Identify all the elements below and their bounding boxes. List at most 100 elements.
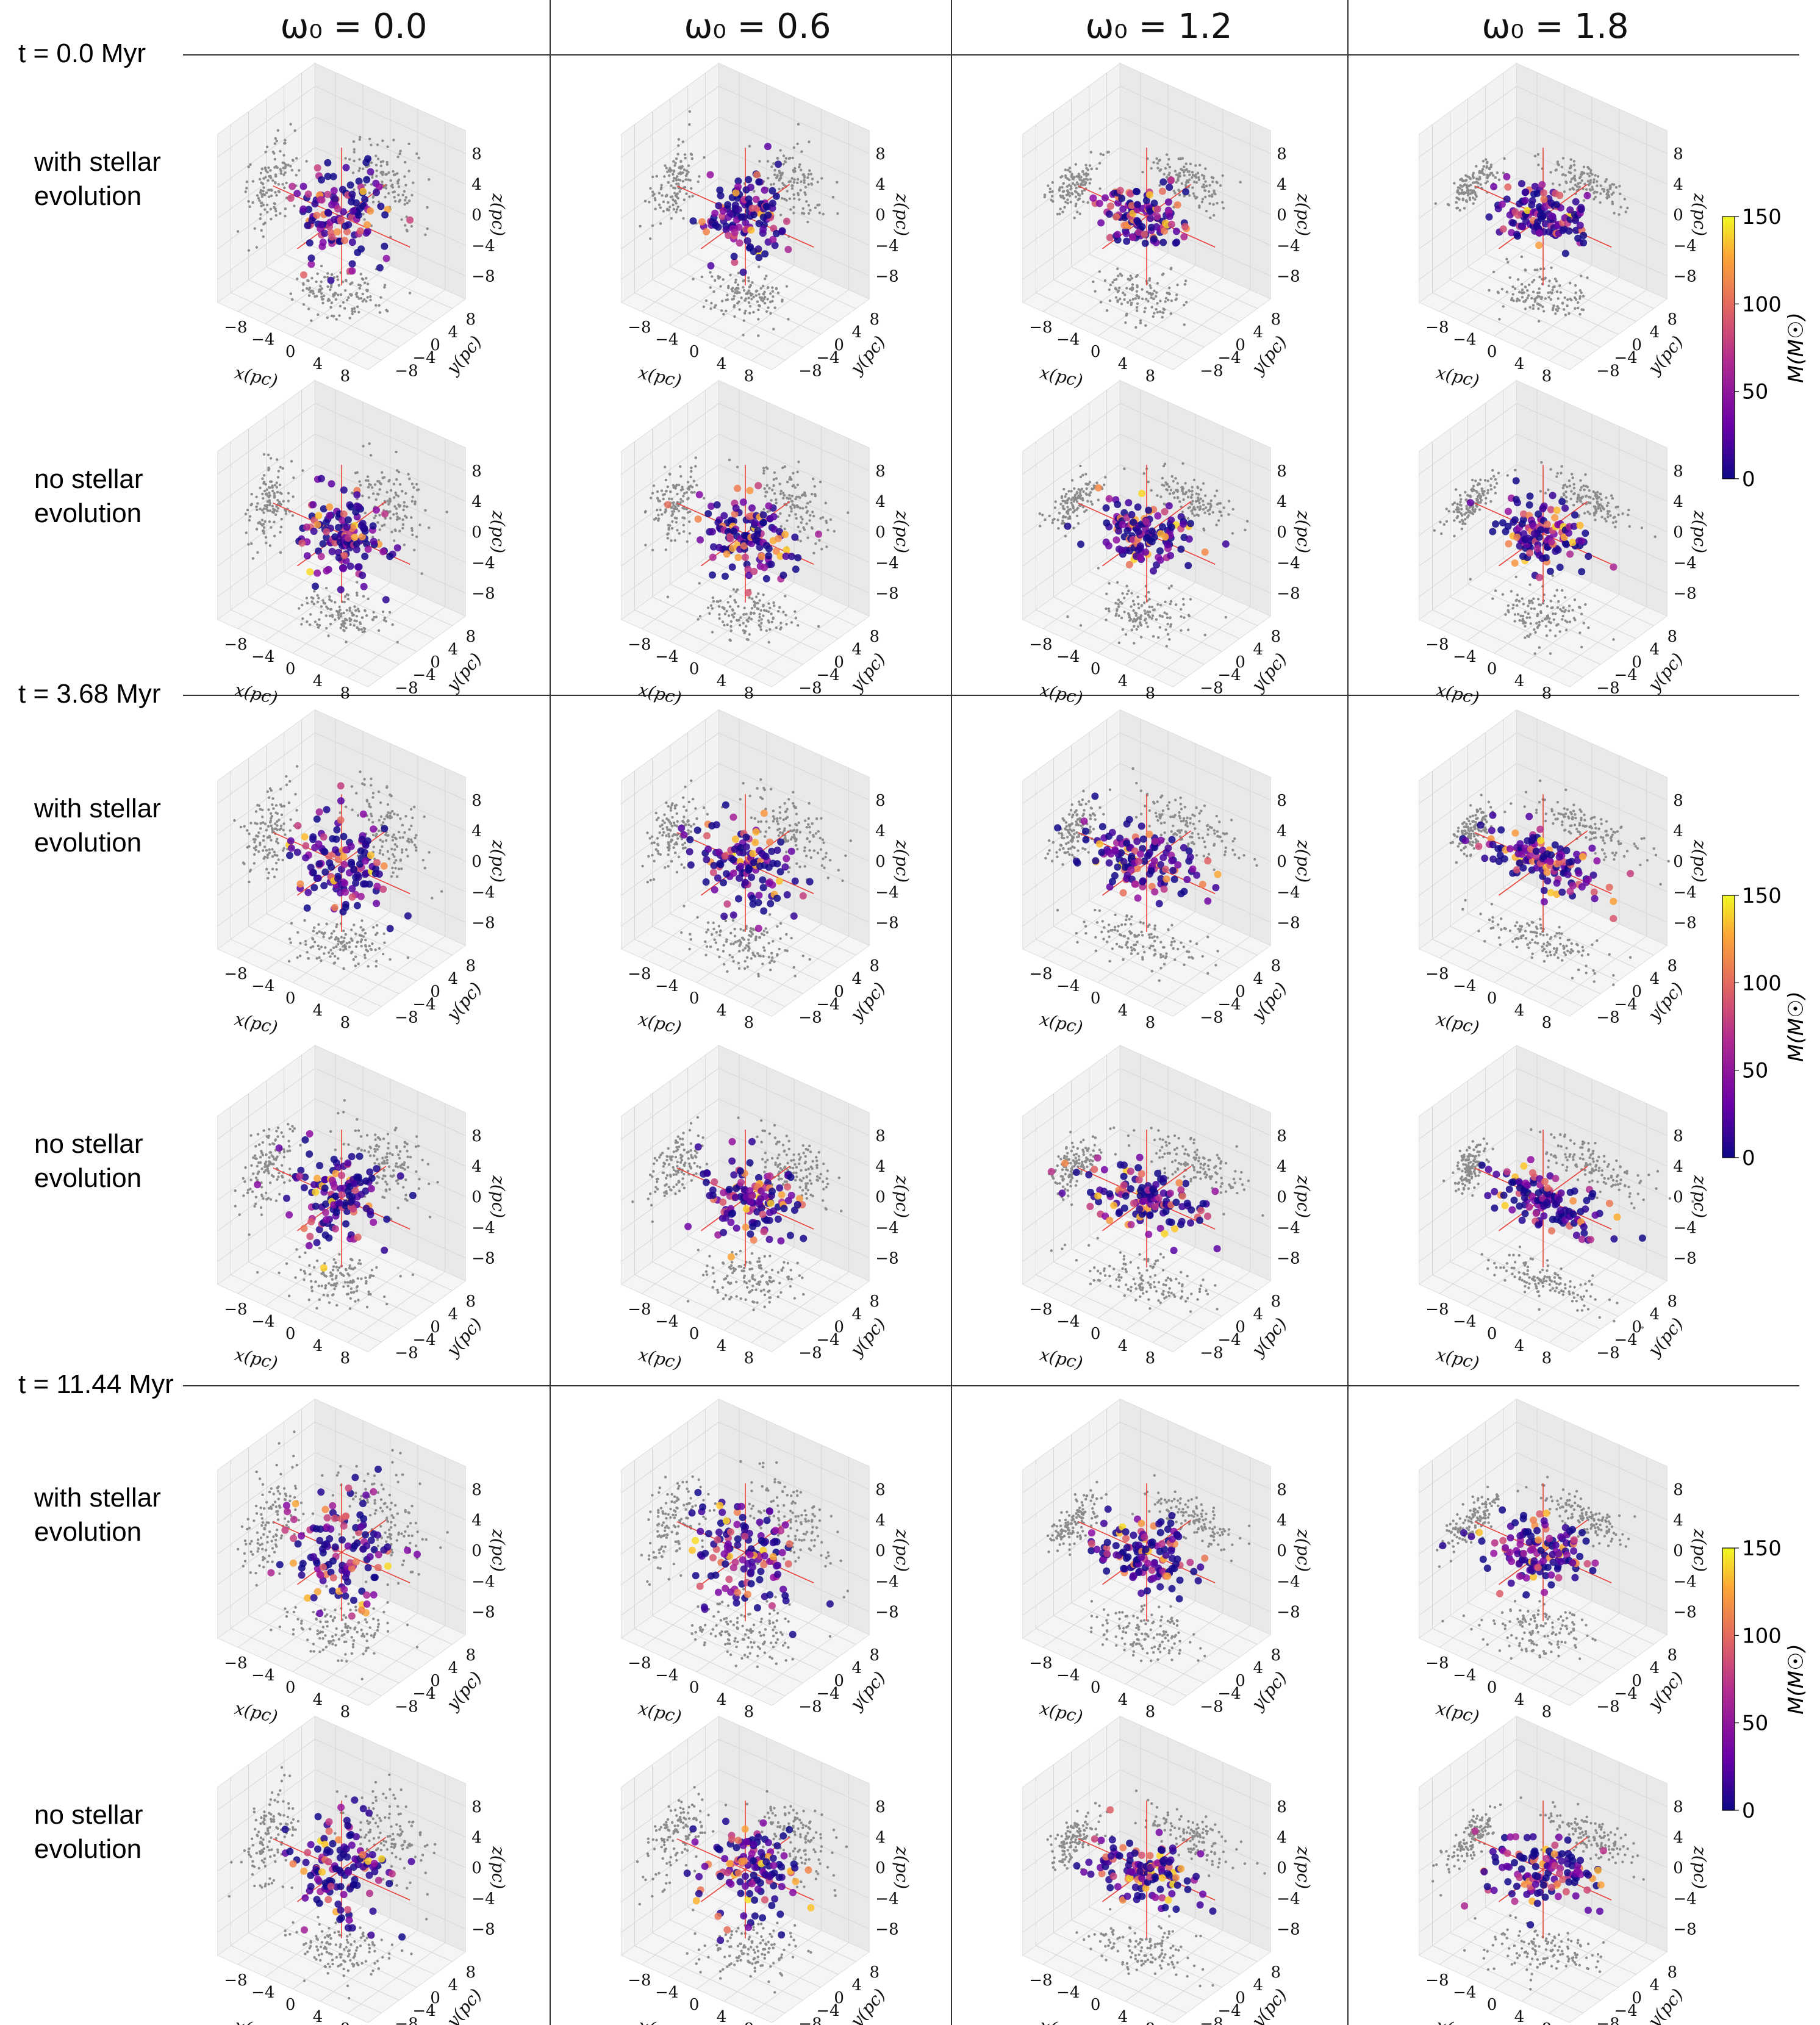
projection-point <box>358 287 361 290</box>
star-point <box>1505 540 1513 548</box>
projection-point <box>703 156 706 159</box>
projection-point <box>1195 181 1198 184</box>
projection-point <box>307 307 310 310</box>
projection-point <box>383 817 386 820</box>
projection-point <box>1613 515 1616 518</box>
projection-point <box>270 526 273 529</box>
projection-point <box>1145 290 1149 293</box>
projection-point <box>403 504 406 508</box>
star-point <box>1161 533 1169 541</box>
projection-point <box>731 608 734 611</box>
projection-point <box>404 224 407 227</box>
projection-point <box>335 945 338 948</box>
projection-point <box>357 310 360 314</box>
projection-point <box>674 162 677 165</box>
projection-point <box>1099 301 1103 304</box>
projection-point <box>269 819 273 823</box>
x-axis-title: x(pc) <box>233 1009 280 1038</box>
projection-point <box>1139 624 1143 627</box>
projection-point <box>280 517 283 521</box>
projection-point <box>396 495 400 498</box>
projection-point <box>266 836 270 839</box>
projection-point <box>714 279 717 282</box>
projection-point <box>1213 495 1217 498</box>
projection-point <box>1551 308 1554 312</box>
projection-point <box>792 193 795 196</box>
projection-point <box>1460 528 1464 531</box>
projection-point <box>1517 600 1521 603</box>
projection-point <box>305 597 309 600</box>
star-point <box>725 232 733 239</box>
projection-point <box>1164 167 1167 170</box>
projection-point <box>254 810 258 813</box>
projection-point <box>1172 491 1176 494</box>
projection-point <box>1537 307 1540 310</box>
star-point <box>717 192 725 199</box>
projection-point <box>1197 496 1200 500</box>
projection-point <box>711 631 714 634</box>
projection-point <box>1456 511 1459 514</box>
projection-point <box>697 180 700 184</box>
star-point <box>306 568 314 576</box>
projection-point <box>1608 510 1611 513</box>
projection-point <box>1505 290 1508 293</box>
projection-point <box>1569 188 1572 191</box>
projection-point <box>783 527 786 531</box>
projection-point <box>1058 186 1061 189</box>
projection-point <box>782 154 786 157</box>
star-point <box>1492 520 1500 528</box>
projection-point <box>345 618 348 622</box>
projection-point <box>771 489 774 492</box>
projection-point <box>811 492 814 496</box>
projection-point <box>1061 504 1065 508</box>
projection-point <box>331 952 334 955</box>
projection-point <box>1211 511 1214 514</box>
star-point <box>734 554 742 561</box>
projection-point <box>758 265 761 268</box>
projection-point <box>785 199 788 202</box>
projection-point <box>410 482 414 486</box>
projection-point <box>1492 270 1496 274</box>
projection-point <box>276 854 279 857</box>
projection-point <box>1475 165 1478 168</box>
projection-point <box>783 160 786 163</box>
projection-point <box>332 962 335 965</box>
projection-point <box>1051 195 1054 198</box>
projection-point <box>1493 486 1496 489</box>
projection-point <box>1194 196 1197 200</box>
projection-point <box>1479 478 1482 481</box>
projection-point <box>255 528 259 531</box>
star-point <box>1112 213 1120 221</box>
projection-point <box>1547 291 1550 295</box>
projection-point <box>734 287 737 291</box>
projection-point <box>365 614 368 617</box>
projection-point <box>334 298 338 301</box>
projection-point <box>320 265 323 268</box>
star-point <box>729 527 737 535</box>
star-point <box>353 491 361 499</box>
projection-point <box>1482 165 1485 168</box>
star-point <box>302 854 310 862</box>
projection-point <box>779 213 783 217</box>
projection-point <box>301 617 304 620</box>
projection-point <box>796 505 799 509</box>
projection-point <box>246 846 249 849</box>
projection-point <box>683 153 687 156</box>
projection-point <box>1555 589 1558 592</box>
projection-point <box>379 160 382 163</box>
projection-point <box>809 500 812 503</box>
projection-point <box>1554 169 1557 172</box>
star-point <box>708 218 716 226</box>
projection-point <box>740 296 743 299</box>
projection-point <box>773 492 776 495</box>
projection-point <box>762 593 765 597</box>
projection-point <box>1605 177 1608 181</box>
star-point <box>352 879 360 887</box>
projection-point <box>783 184 786 187</box>
star-point <box>342 163 350 171</box>
projection-point <box>299 942 302 945</box>
star-point <box>768 199 776 207</box>
projection-point <box>772 182 776 185</box>
projection-point <box>248 832 251 836</box>
projection-point <box>820 177 823 180</box>
